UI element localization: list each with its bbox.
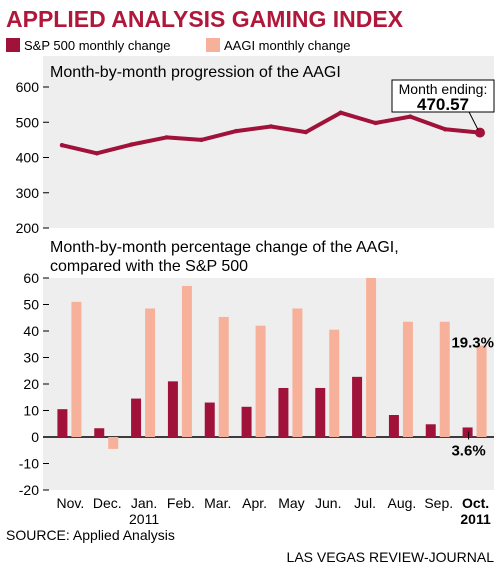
bar-y-tick-label: 40 <box>23 323 39 339</box>
bar-y-tick-label: -20 <box>19 482 39 498</box>
aagi-point <box>268 124 274 129</box>
aagi-point <box>442 127 448 132</box>
aagi-point <box>94 151 100 156</box>
callout-label: Month ending: <box>399 81 488 97</box>
sp500-bar <box>131 398 142 437</box>
line-chart-title: Month-by-month progression of the AAGI <box>50 64 341 81</box>
sp500-bar <box>94 428 105 437</box>
line-chart-panel: Month-by-month progression of the AAGI 2… <box>16 56 495 236</box>
aagi-bar <box>108 437 119 449</box>
bar-chart-background <box>43 278 494 490</box>
sp500-bar <box>425 424 436 437</box>
aagi-bar <box>255 325 266 437</box>
legend-swatch-aagi <box>206 38 220 52</box>
bar-chart-title: Month-by-month percentage change of the … <box>50 239 399 256</box>
x-tick-label: Mar. <box>204 495 231 511</box>
sp500-bar <box>388 415 399 437</box>
aagi-point <box>475 127 485 138</box>
x-tick-label: Aug. <box>388 495 417 511</box>
bar-chart-subtitle: compared with the S&P 500 <box>50 258 248 275</box>
bar-y-tick-label: 0 <box>31 429 39 445</box>
bar-y-tick-label: 30 <box>23 350 39 366</box>
aagi-point <box>233 128 239 134</box>
x-tick-sublabel: 2011 <box>129 511 159 527</box>
aagi-point <box>199 137 204 143</box>
bar-y-tick-label: 20 <box>23 376 39 392</box>
sp500-bar <box>462 427 473 437</box>
aagi-bar <box>181 285 192 437</box>
x-tick-label: Sep. <box>424 495 453 511</box>
line-y-tick-label: 200 <box>16 220 40 236</box>
bar-series <box>57 278 487 449</box>
aagi-point <box>59 142 65 148</box>
sp500-bar <box>315 387 326 437</box>
legend: S&P 500 monthly change AAGI monthly chan… <box>6 38 350 53</box>
aagi-series-points <box>59 110 485 156</box>
x-tick-label: Oct. <box>462 495 489 511</box>
aagi-bar <box>476 345 487 437</box>
sp500-bar <box>167 381 178 437</box>
sp500-bar <box>278 387 289 437</box>
x-tick-label: Dec. <box>93 495 122 511</box>
bar-y-tick-label: 10 <box>23 403 39 419</box>
bar-y-tick-label: 50 <box>23 297 39 313</box>
aagi-bar <box>402 321 413 437</box>
x-tick-label: May <box>278 495 304 511</box>
aagi-bar <box>145 308 156 437</box>
legend-swatch-sp500 <box>6 38 20 52</box>
x-tick-label: Apr. <box>242 495 267 511</box>
source-note: SOURCE: Applied Analysis <box>6 527 175 543</box>
x-tick-label: Jan. <box>131 495 157 511</box>
aagi-bar <box>218 316 229 437</box>
sp500-annotation: 3.6% <box>451 442 485 459</box>
month-ending-callout: Month ending: 470.57 <box>391 79 495 130</box>
x-tick-label: Jul. <box>354 495 376 511</box>
callout-box <box>391 79 495 113</box>
legend-label-aagi: AAGI monthly change <box>224 38 350 53</box>
line-y-tick-label: 600 <box>16 79 40 95</box>
bar-chart-panel: Month-by-month percentage change of the … <box>19 239 494 527</box>
aagi-bar <box>439 321 450 437</box>
sp500-bar <box>352 376 363 437</box>
x-tick-label: Nov. <box>57 495 85 511</box>
bar-annotations: 19.3% 3.6% <box>451 335 494 460</box>
aagi-point <box>303 129 309 135</box>
aagi-bar <box>71 301 82 437</box>
legend-label-sp500: S&P 500 monthly change <box>24 38 170 53</box>
line-chart-y-axis: 200 300 400 500 600 <box>16 79 49 236</box>
sp500-bar <box>204 402 215 437</box>
aagi-bar <box>329 329 340 437</box>
aagi-point <box>338 110 343 115</box>
page-title: APPLIED ANALYSIS GAMING INDEX <box>6 6 404 32</box>
aagi-point <box>129 142 134 147</box>
callout-value: 470.57 <box>417 95 469 114</box>
aagi-annotation: 19.3% <box>451 335 494 352</box>
line-y-tick-label: 500 <box>16 114 40 130</box>
line-y-tick-label: 300 <box>16 185 40 201</box>
aagi-point <box>164 135 169 140</box>
aagi-point <box>408 114 413 119</box>
aagi-point <box>373 120 378 126</box>
x-tick-label: Feb. <box>167 495 195 511</box>
line-y-tick-label: 400 <box>16 150 40 166</box>
aagi-bar <box>366 278 377 437</box>
bar-y-tick-label: -10 <box>19 456 39 472</box>
bar-y-tick-label: 60 <box>23 270 39 286</box>
x-tick-label: Jun. <box>315 495 341 511</box>
sp500-bar <box>57 409 68 437</box>
sp500-bar <box>241 406 252 437</box>
aagi-bar <box>292 308 303 437</box>
x-tick-sublabel: 2011 <box>460 511 491 527</box>
bar-chart-y-axis: -20 -10 0 10 20 30 40 50 60 <box>19 270 49 498</box>
publisher-credit: LAS VEGAS REVIEW-JOURNAL <box>287 549 495 565</box>
